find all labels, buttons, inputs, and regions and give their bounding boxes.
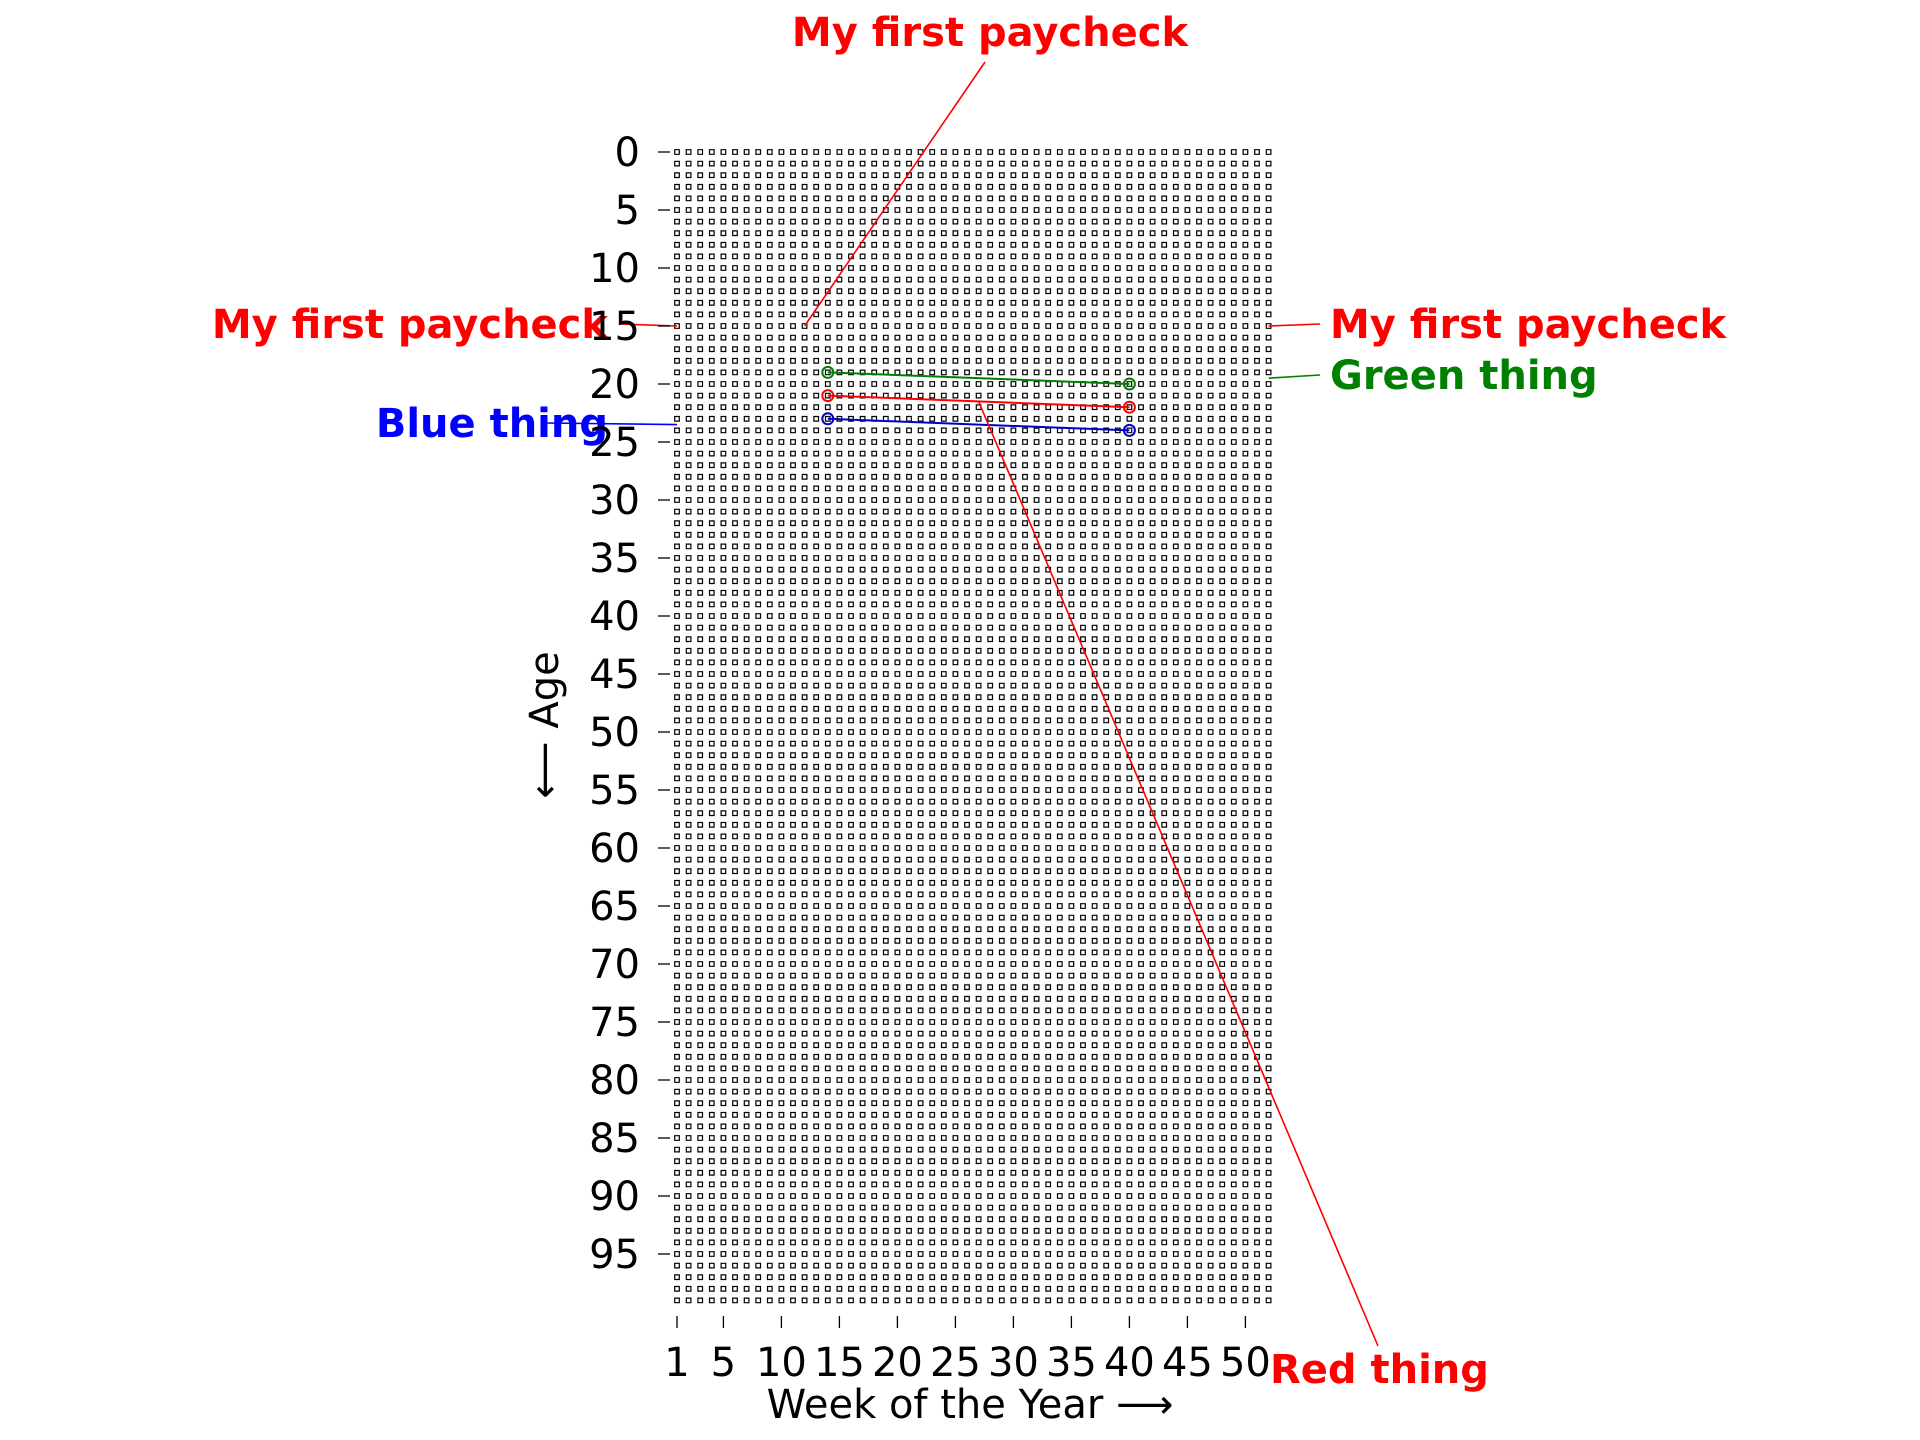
series-point [821,389,835,403]
y-tick-label: 90 [589,1174,640,1220]
x-tick-label: 40 [1104,1340,1155,1386]
series-line-1 [827,371,1130,385]
x-tick-label: 15 [814,1340,865,1386]
y-tick-label: 15 [589,304,640,350]
y-tick-label: 50 [589,710,640,756]
x-tick-label: 35 [1046,1340,1097,1386]
annotation-label: My first paycheck [792,10,1190,56]
x-tick-label: 1 [664,1340,689,1386]
x-tick-label: 5 [711,1340,736,1386]
annotation-label: My first paycheck [1330,302,1728,348]
annotation-leader-line [544,422,678,426]
annotation-label: My first paycheck [212,302,610,348]
series-point [821,365,835,379]
x-tick-label: 10 [756,1340,807,1386]
annotation-label: Blue thing [376,401,608,447]
y-tick-label: 25 [589,420,640,466]
series-point [1122,377,1136,391]
y-tick-label: 45 [589,652,640,698]
y-tick-label: 0 [615,130,640,176]
week-cells [674,149,1272,1304]
annotation-leader-line [977,401,1379,1347]
y-tick-label: 20 [589,362,640,408]
series-line-3 [827,417,1130,432]
y-tick-label: 40 [589,594,640,640]
y-tick-label: 10 [589,246,640,292]
y-tick-label: 65 [589,884,640,930]
y-tick-label: 35 [589,536,640,582]
x-tick-label: 30 [988,1340,1039,1386]
annotation-leader-line [1268,374,1321,379]
y-tick-label: 95 [589,1232,640,1278]
y-tick-label: 60 [589,826,640,872]
annotation-layer: My first paycheck My first paycheck My fir… [212,10,1728,1393]
axes: 1 5 10 15 20 25 30 35 40 45 5005101520253035404550… [589,130,1271,1386]
y-tick-label: 85 [589,1116,640,1162]
series-point [821,412,835,426]
annotation-label: Red thing [1270,1347,1489,1393]
annotation-leader-line [1268,323,1321,327]
x-tick-label: 20 [872,1340,923,1386]
x-tick-label: 50 [1220,1340,1271,1386]
annotation-label: Green thing [1330,353,1598,399]
y-tick-label: 5 [615,188,640,234]
series-point [1122,423,1136,437]
y-tick-label: 30 [589,478,640,524]
y-tick-label: 75 [589,1000,640,1046]
y-tick-label: 55 [589,768,640,814]
y-tick-label: 80 [589,1058,640,1104]
week-grid [674,149,1272,1304]
series-point [1122,400,1136,414]
x-axis-label: Week of the Year ⟶ [767,1382,1174,1428]
x-tick-label: 45 [1162,1340,1213,1386]
x-tick-label: 25 [930,1340,981,1386]
y-axis-label: ⟵ Age [522,651,568,798]
annotation-leader-line [803,61,986,327]
y-tick-label: 70 [589,942,640,988]
